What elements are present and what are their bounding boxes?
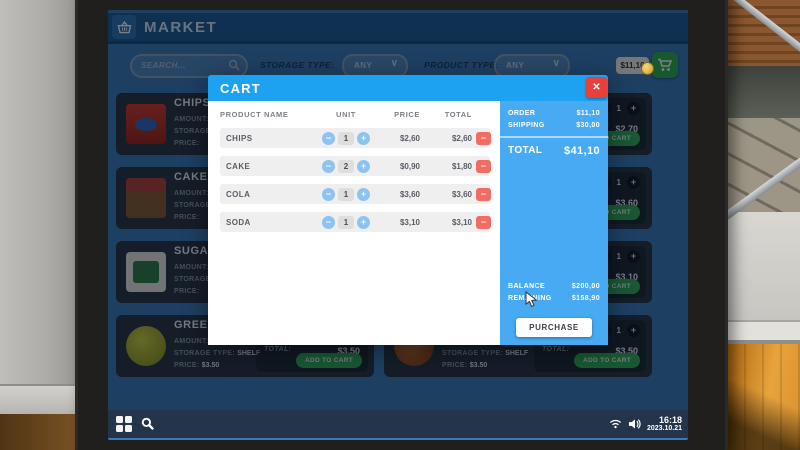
taskbar-search-icon[interactable] (141, 417, 155, 431)
cart-item-name: CHIPS (226, 133, 253, 143)
cart-summary-panel: ORDER $11,10 SHIPPING $30,00 TOTAL $41,1… (500, 101, 608, 345)
room-floor-left (0, 414, 76, 450)
balance-value: $200,00 (571, 283, 600, 290)
game-cursor-highlight (641, 62, 654, 75)
window-sill-wall (726, 212, 800, 320)
total-value: $41,10 (563, 145, 600, 157)
plus-icon[interactable] (357, 131, 370, 145)
remove-item-button[interactable] (476, 131, 491, 145)
remove-item-button[interactable] (476, 215, 491, 229)
cart-modal: CART PRODUCT NAME UNIT PRICE TOTAL CHIPS… (208, 75, 608, 345)
balance-label: BALANCE (508, 283, 546, 290)
minus-icon[interactable] (322, 131, 335, 145)
start-menu-icon[interactable] (116, 416, 132, 432)
cart-item-price: $3,10 (399, 217, 420, 227)
minus-icon[interactable] (322, 159, 335, 173)
quantity-stepper: 2 (320, 159, 372, 173)
cart-item-price: $0,90 (399, 161, 420, 171)
cart-rows: CHIPS 1 $2,60 $2,60 CAKE 2 $0,90 $1,80 C… (220, 128, 491, 232)
quantity-value: 1 (338, 131, 354, 145)
cart-item-row: COLA 1 $3,60 $3,60 (220, 184, 491, 204)
quantity-value: 1 (338, 187, 354, 201)
cart-item-name: CAKE (226, 161, 251, 171)
room-baseboard (0, 384, 76, 416)
plus-icon[interactable] (357, 187, 370, 201)
order-value: $11,10 (576, 110, 600, 117)
taskbar-time: 16:18 (658, 414, 682, 425)
wifi-icon[interactable] (609, 418, 622, 429)
room-window-view (726, 0, 800, 450)
plus-icon[interactable] (357, 159, 370, 173)
minus-icon[interactable] (322, 187, 335, 201)
cart-table-header: PRODUCT NAME UNIT PRICE TOTAL (220, 110, 472, 119)
screen: MARKET SEARCH... STORAGE TYPE: ANY PRODU… (108, 10, 688, 440)
volume-icon[interactable] (628, 418, 641, 430)
cart-item-row: CAKE 2 $0,90 $1,80 (220, 156, 491, 176)
cart-item-row: CHIPS 1 $2,60 $2,60 (220, 128, 491, 148)
mouse-cursor (525, 290, 538, 313)
taskbar-date: 2023.10.21 (646, 425, 682, 433)
plus-icon[interactable] (357, 215, 370, 229)
cart-item-total: $2,60 (451, 133, 472, 143)
quantity-stepper: 1 (320, 131, 372, 145)
clock: 16:18 2023.10.21 (647, 415, 682, 433)
cart-item-total: $3,60 (451, 189, 472, 199)
quantity-value: 1 (338, 215, 354, 229)
wall-molding (726, 320, 800, 344)
minus-icon[interactable] (322, 215, 335, 229)
window-ledge (726, 66, 800, 118)
quantity-stepper: 1 (320, 187, 372, 201)
cart-item-name: COLA (226, 189, 251, 199)
shipping-value: $30,00 (576, 122, 600, 129)
room-wall (0, 0, 76, 390)
cart-item-total: $1,80 (451, 161, 472, 171)
cart-modal-header: CART (208, 75, 608, 101)
remaining-value: $158,90 (571, 295, 600, 302)
remove-item-button[interactable] (476, 159, 491, 173)
close-icon[interactable] (586, 77, 607, 98)
window-brick-building (726, 0, 800, 66)
quantity-value: 2 (338, 159, 354, 173)
shipping-label: SHIPPING (508, 122, 545, 129)
total-label: TOTAL (508, 145, 543, 156)
divider (500, 136, 608, 138)
quantity-stepper: 1 (320, 215, 372, 229)
remove-item-button[interactable] (476, 187, 491, 201)
cart-item-row: SODA 1 $3,10 $3,10 (220, 212, 491, 232)
cart-item-price: $2,60 (399, 133, 420, 143)
cart-item-name: SODA (226, 217, 251, 227)
purchase-button[interactable]: PURCHASE (516, 318, 592, 337)
cart-title: CART (220, 81, 261, 96)
order-label: ORDER (508, 110, 536, 117)
room-floor-right (726, 344, 800, 450)
taskbar: 16:18 2023.10.21 (108, 410, 688, 438)
cart-table: PRODUCT NAME UNIT PRICE TOTAL CHIPS 1 $2… (208, 101, 500, 345)
cart-item-price: $3,60 (399, 189, 420, 199)
cart-item-total: $3,10 (451, 217, 472, 227)
